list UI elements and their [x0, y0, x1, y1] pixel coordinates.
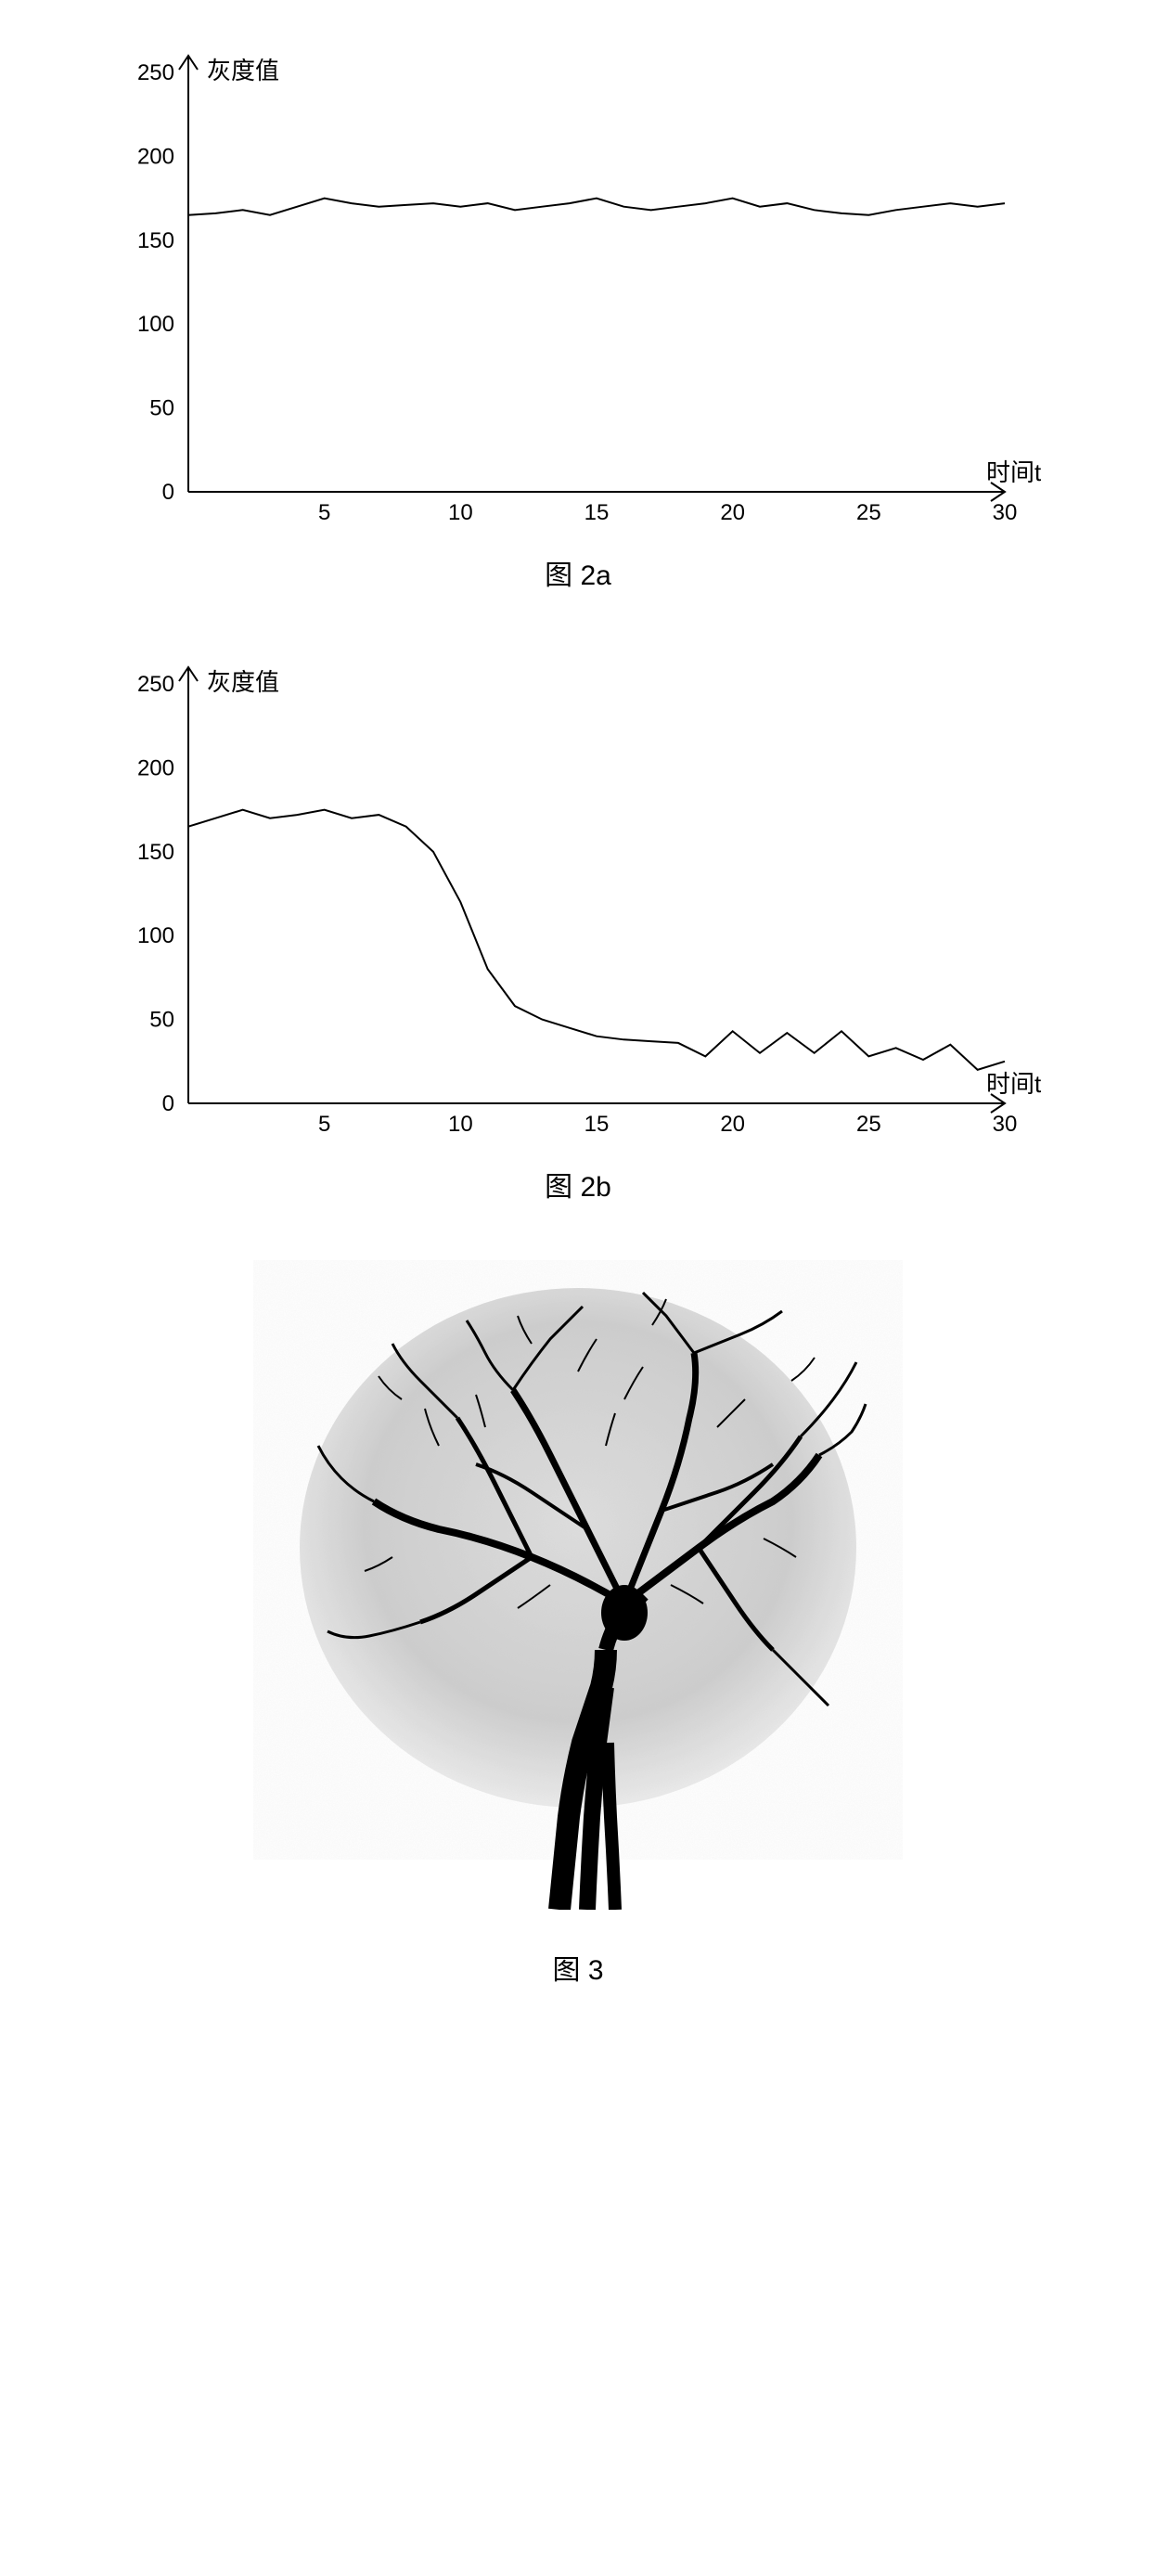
svg-text:时间t: 时间t — [986, 458, 1042, 486]
svg-text:25: 25 — [856, 500, 881, 525]
chart-2b-container: 0 50 100 150 200 250 5 10 15 20 25 30 灰度值时间t 图 2b — [74, 649, 1082, 1204]
svg-text:10: 10 — [448, 1112, 473, 1137]
figure-3-container: 图 3 — [74, 1260, 1082, 2043]
chart-2a-svg: 0 50 100 150 200 250 5 10 15 20 25 30 灰度值时间t — [114, 37, 1042, 538]
figure-2b-label: 图 2b — [74, 1164, 1082, 1204]
svg-text:20: 20 — [720, 1112, 745, 1137]
brain-angiography-image — [253, 1260, 903, 1910]
svg-text:30: 30 — [993, 1112, 1018, 1137]
svg-text:10: 10 — [448, 500, 473, 525]
svg-text:20: 20 — [720, 500, 745, 525]
chart-2a-container: 0 50 100 150 200 250 5 10 15 20 25 30 灰度值时间t 图 2a — [74, 37, 1082, 593]
chart-2b-svg: 0 50 100 150 200 250 5 10 15 20 25 30 灰度值时间t — [114, 649, 1042, 1150]
svg-text:0: 0 — [162, 480, 174, 505]
svg-text:15: 15 — [584, 1112, 610, 1137]
chart-2b: 0 50 100 150 200 250 5 10 15 20 25 30 灰度值时间t — [114, 649, 1042, 1150]
svg-text:150: 150 — [137, 228, 174, 253]
figure-2a-label: 图 2a — [74, 552, 1082, 593]
svg-text:150: 150 — [137, 840, 174, 865]
svg-text:5: 5 — [318, 500, 330, 525]
brain-image-svg — [253, 1260, 903, 1910]
svg-text:5: 5 — [318, 1112, 330, 1137]
svg-text:灰度值: 灰度值 — [207, 668, 279, 696]
figure-3-label: 图 3 — [552, 1947, 603, 1988]
svg-text:100: 100 — [137, 923, 174, 948]
svg-text:15: 15 — [584, 500, 610, 525]
svg-text:250: 250 — [137, 60, 174, 85]
svg-text:250: 250 — [137, 672, 174, 697]
svg-text:时间t: 时间t — [986, 1070, 1042, 1098]
svg-text:50: 50 — [149, 396, 174, 421]
chart-2a: 0 50 100 150 200 250 5 10 15 20 25 30 灰度值时间t — [114, 37, 1042, 538]
svg-text:200: 200 — [137, 755, 174, 780]
svg-text:0: 0 — [162, 1091, 174, 1116]
svg-text:25: 25 — [856, 1112, 881, 1137]
svg-text:灰度值: 灰度值 — [207, 57, 279, 84]
svg-text:100: 100 — [137, 312, 174, 337]
svg-text:50: 50 — [149, 1008, 174, 1033]
svg-text:200: 200 — [137, 144, 174, 169]
svg-text:30: 30 — [993, 500, 1018, 525]
